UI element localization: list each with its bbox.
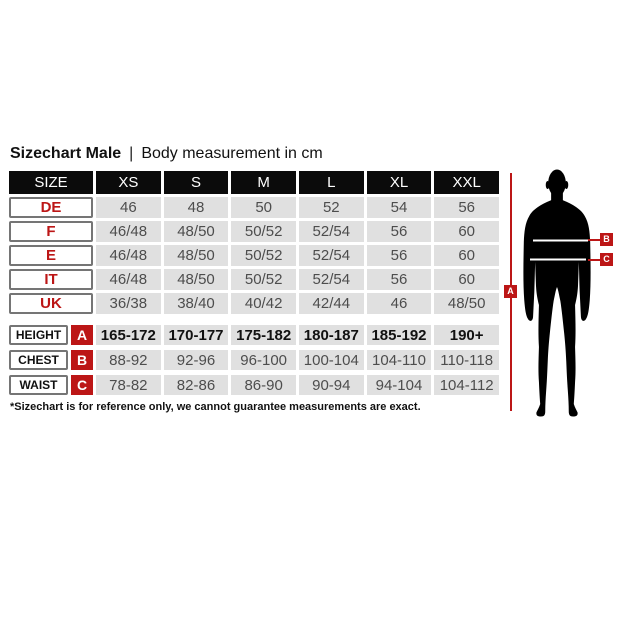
table-row-chest: CHEST B 88-92 92-96 96-100 100-104 104-1… [9,350,499,370]
chest-label-group: CHEST B [9,350,93,370]
column-header-m: M [231,171,296,194]
row-label-e: E [9,245,93,266]
cell-uk-xl: 46 [366,293,432,314]
silhouette-waist-line [530,258,586,261]
cell-f-xxl: 60 [434,221,499,242]
male-body-silhouette-icon [523,169,591,417]
silhouette-chest-line [533,239,588,242]
waist-label-group: WAIST C [9,375,93,395]
cell-de-l: 52 [298,197,364,218]
table-row-waist: WAIST C 78-82 82-86 86-90 90-94 94-104 1… [9,375,499,395]
cell-it-xs: 46/48 [96,269,161,290]
cell-f-xs: 46/48 [96,221,161,242]
cell-uk-xs: 36/38 [96,293,161,314]
table-row-e: E 46/48 48/50 50/52 52/54 56 60 [9,245,499,266]
table-row-uk: UK 36/38 38/40 40/42 42/44 46 48/50 [9,293,499,314]
cell-de-m: 50 [231,197,296,218]
cell-height-xl: 185-192 [366,325,432,345]
cell-e-xl: 56 [366,245,432,266]
cell-it-l: 52/54 [298,269,364,290]
cell-it-xxl: 60 [434,269,499,290]
row-label-height: HEIGHT [9,325,68,345]
marker-c-table: C [71,375,93,395]
cell-waist-l: 90-94 [298,375,364,395]
cell-de-xxl: 56 [434,197,499,218]
cell-de-s: 48 [163,197,229,218]
page-title: Sizechart Male | Body measurement in cm [10,145,323,163]
size-table: SIZE XS S M L XL XXL DE 46 48 50 52 54 5… [9,171,499,395]
cell-waist-s: 82-86 [163,375,229,395]
waist-measure-line-c [588,259,601,261]
row-label-uk: UK [9,293,93,314]
row-label-it: IT [9,269,93,290]
table-header-row: SIZE XS S M L XL XXL [9,171,499,194]
cell-height-l: 180-187 [298,325,364,345]
cell-e-l: 52/54 [298,245,364,266]
marker-a-table: A [71,325,93,345]
title-main: Sizechart Male [10,145,122,162]
table-row-height: HEIGHT A 165-172 170-177 175-182 180-187… [9,325,499,345]
silhouette-head [548,169,566,197]
cell-height-s: 170-177 [163,325,229,345]
cell-height-m: 175-182 [231,325,296,345]
cell-f-s: 48/50 [163,221,229,242]
table-row-f: F 46/48 48/50 50/52 52/54 56 60 [9,221,499,242]
column-header-s: S [163,171,229,194]
table-row-it: IT 46/48 48/50 50/52 52/54 56 60 [9,269,499,290]
cell-e-xs: 46/48 [96,245,161,266]
chest-measure-line-b [588,239,601,241]
cell-waist-m: 86-90 [231,375,296,395]
row-label-f: F [9,221,93,242]
column-header-xxl: XXL [434,171,499,194]
cell-f-xl: 56 [366,221,432,242]
row-label-waist: WAIST [9,375,68,395]
cell-it-m: 50/52 [231,269,296,290]
cell-de-xl: 54 [366,197,432,218]
title-separator: | [129,145,134,162]
cell-e-s: 48/50 [163,245,229,266]
cell-f-m: 50/52 [231,221,296,242]
size-column-header: SIZE [9,171,93,194]
row-label-chest: CHEST [9,350,68,370]
cell-waist-xxl: 104-112 [434,375,499,395]
column-header-xl: XL [366,171,432,194]
cell-chest-xl: 104-110 [366,350,432,370]
cell-e-m: 50/52 [231,245,296,266]
footnote: *Sizechart is for reference only, we can… [10,401,421,413]
cell-height-xxl: 190+ [434,325,499,345]
cell-it-s: 48/50 [163,269,229,290]
column-header-l: L [298,171,364,194]
cell-de-xs: 46 [96,197,161,218]
cell-chest-xs: 88-92 [96,350,161,370]
cell-chest-l: 100-104 [298,350,364,370]
cell-chest-s: 92-96 [163,350,229,370]
cell-f-l: 52/54 [298,221,364,242]
cell-waist-xl: 94-104 [366,375,432,395]
cell-uk-l: 42/44 [298,293,364,314]
cell-height-xs: 165-172 [96,325,161,345]
cell-uk-m: 40/42 [231,293,296,314]
height-label-group: HEIGHT A [9,325,93,345]
cell-chest-m: 96-100 [231,350,296,370]
cell-it-xl: 56 [366,269,432,290]
cell-uk-s: 38/40 [163,293,229,314]
silhouette-neck [551,191,563,203]
cell-uk-xxl: 48/50 [434,293,499,314]
figure-marker-c: C [600,253,613,266]
figure-marker-b: B [600,233,613,246]
title-subtitle: Body measurement in cm [141,145,323,162]
silhouette-body [523,198,591,417]
row-label-de: DE [9,197,93,218]
cell-waist-xs: 78-82 [96,375,161,395]
table-row-de: DE 46 48 50 52 54 56 [9,197,499,218]
cell-chest-xxl: 110-118 [434,350,499,370]
column-header-xs: XS [96,171,161,194]
figure-marker-a: A [504,285,517,298]
cell-e-xxl: 60 [434,245,499,266]
marker-b-table: B [71,350,93,370]
